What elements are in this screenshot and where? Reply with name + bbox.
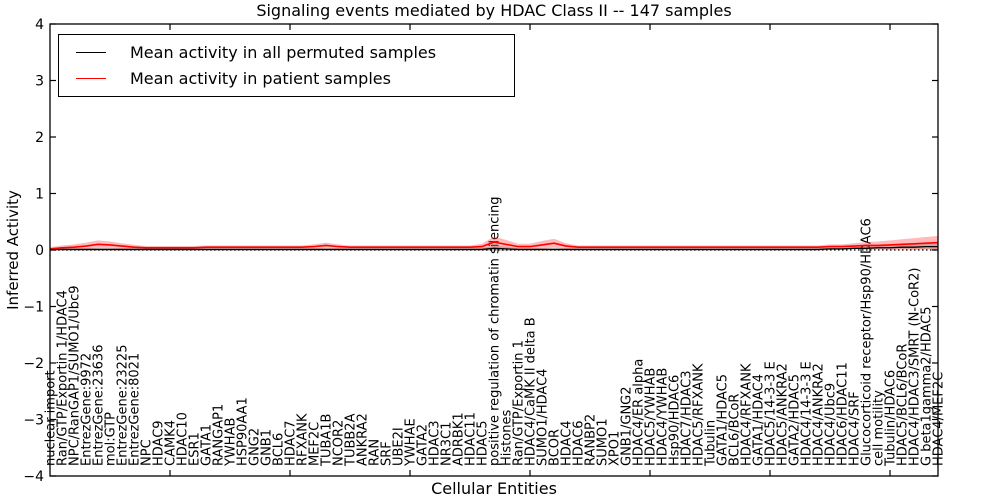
x-category-label: CAMK4 (164, 420, 179, 466)
x-category-label: ADRBK1 (452, 412, 467, 466)
x-category-label: HDAC5/14-3-3 E (764, 361, 779, 466)
x-category-label: GATA1/HDAC4 (752, 374, 767, 466)
x-category-label: GATA2/HDAC5 (788, 374, 803, 466)
x-category-label: GNG2 (248, 428, 263, 466)
x-category-label: Glucocorticoid receptor/Hsp90/HDAC6 (860, 218, 875, 466)
series-line-1 (49, 241, 939, 250)
y-tick-label: −2 (23, 356, 44, 372)
x-category-label: EntrezGene:9972 (80, 353, 95, 466)
x-category-label: RANGAP1 (212, 404, 227, 466)
y-tick-label: −1 (23, 300, 44, 316)
x-category-label: HDAC5/RFXANK (692, 363, 707, 466)
x-category-label: Histones (500, 410, 515, 466)
x-category-label: HDAC4/YWHAB (656, 368, 671, 466)
x-category-label: HDAC4/HDAC3/SMRT (N-CoR2) (908, 268, 923, 466)
x-category-label: Tubulin/HDAC6 (884, 370, 899, 467)
x-category-label: HDAC7 (284, 420, 299, 466)
x-category-label: SRF (380, 441, 395, 466)
x-category-label: HDAC11 (464, 412, 479, 466)
legend-label-permuted: Mean activity in all permuted samples (130, 42, 437, 62)
x-category-label: cell motility (872, 390, 887, 466)
y-tick-label: 0 (35, 243, 44, 259)
x-category-label: TUBA1B (320, 414, 335, 467)
x-category-label: ANKRA2 (356, 413, 371, 466)
x-category-label: SUMO1/HDAC4 (536, 369, 551, 466)
x-category-label: Ran/GTP/Exportin 1 (512, 340, 527, 466)
x-category-label: NPC (140, 439, 155, 466)
x-category-label: BCL6 (272, 433, 287, 466)
y-axis-label: Inferred Activity (4, 190, 22, 310)
x-category-label: XPO1 (608, 431, 623, 466)
x-category-label: NR3C1 (440, 422, 455, 466)
x-category-label: RANBP2 (584, 414, 599, 466)
x-category-label: HDAC5/ANKRA2 (776, 363, 791, 466)
x-category-label: GATA1/HDAC5 (716, 374, 731, 466)
series-line-0 (50, 245, 938, 251)
x-category-label: MEF2C (308, 422, 323, 466)
x-category-label: G beta1gamma2/HDAC5 (920, 306, 935, 466)
x-category-label: HDAC4/RFXANK (740, 363, 755, 466)
x-category-label: HDAC4/CaMK II delta B (524, 317, 539, 466)
chart-title: Signaling events mediated by HDAC Class … (256, 1, 732, 20)
x-category-label: HDAC4/ANKRA2 (812, 363, 827, 466)
y-tick-label: 4 (35, 17, 44, 33)
x-category-label: TUBB2A (344, 413, 359, 467)
x-category-label: HDAC6/HDAC11 (836, 362, 851, 466)
legend-item-patient: Mean activity in patient samples (59, 69, 514, 88)
x-category-label: HDAC6 (572, 420, 587, 466)
x-category-label: BCL6/BCoR (728, 394, 743, 466)
x-category-label: EntrezGene:23225 (116, 345, 131, 466)
y-tick-label: 2 (35, 130, 44, 146)
y-tick-label: 1 (35, 187, 44, 203)
x-category-label: UBE2I (392, 427, 407, 466)
x-category-label: HDAC10 (176, 412, 191, 466)
x-category-label: ESR1 (188, 432, 203, 466)
x-category-label: Hsp90/HDAC6 (668, 375, 683, 466)
x-category-label: Tubulin (704, 420, 719, 467)
x-category-label: positive regulation of chromatin silenci… (488, 196, 503, 466)
x-category-label: nuclear import (44, 370, 59, 466)
legend: Mean activity in all permuted samples Me… (58, 34, 515, 97)
x-category-label: HDAC5/BCL6/BCoR (896, 344, 911, 466)
x-category-label: YWHAB (224, 418, 239, 467)
x-category-label: HDAC4/Ubc9 (824, 383, 839, 466)
x-category-label: HDAC5 (476, 420, 491, 466)
axes-frame (49, 23, 939, 477)
x-category-label: HDAC7/HDAC3 (680, 370, 695, 466)
x-category-label: GNB1/GNG2 (620, 386, 635, 466)
x-category-label: HDAC9 (152, 420, 167, 466)
x-category-label: GATA2 (416, 424, 431, 466)
x-category-label: BCOR (548, 429, 563, 466)
x-category-label: GNB1 (260, 429, 275, 466)
x-category-label: SUMO1 (596, 419, 611, 467)
x-category-label: GATA1 (200, 424, 215, 466)
x-category-label: HDAC4/ER alpha (632, 359, 647, 466)
y-tick-label: 3 (35, 74, 44, 90)
x-category-label: HDAC4 (560, 420, 575, 466)
y-tick-label: −3 (23, 413, 44, 429)
x-category-label: EntrezGene:8021 (128, 353, 143, 466)
x-category-label: NPC/RanGAP1/SUMO1/Ubc9 (68, 286, 83, 466)
y-tick-label: −4 (23, 469, 44, 485)
x-category-label: Ran/GTP/Exportin 1/HDAC4 (56, 290, 71, 466)
x-axis-label: Cellular Entities (431, 479, 557, 498)
x-category-label: HDAC3 (428, 420, 443, 466)
x-category-label: RFXANK (296, 413, 311, 466)
legend-label-patient: Mean activity in patient samples (130, 69, 391, 89)
x-category-label: HDAC5/YWHAB (644, 368, 659, 466)
legend-item-permuted: Mean activity in all permuted samples (59, 43, 514, 62)
x-category-label: HDAC4/MEF2C (932, 372, 947, 466)
x-category-label: YWHAE (404, 418, 419, 467)
x-category-label: EntrezGene:23636 (92, 345, 107, 466)
x-category-label: HDAC4/14-3-3 E (800, 361, 815, 466)
x-category-label: NCOR2 (332, 420, 347, 466)
x-category-label: HDAC4/SRF (848, 391, 863, 466)
x-category-label: HSP90AA1 (236, 397, 251, 466)
x-category-label: mol:GTP (104, 412, 119, 466)
legend-line-permuted-icon (76, 51, 106, 53)
x-category-label: RAN (368, 439, 383, 466)
legend-line-patient-icon (76, 78, 106, 80)
